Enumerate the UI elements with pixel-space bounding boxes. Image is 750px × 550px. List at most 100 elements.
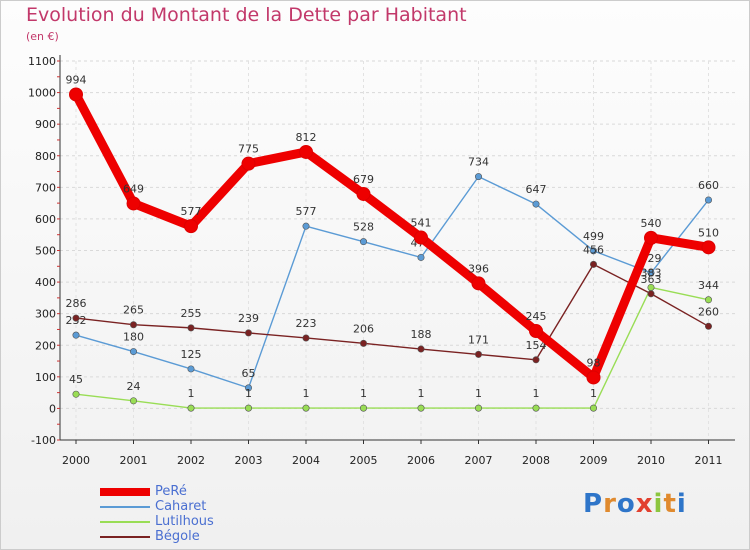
chart-subtitle: (en €) — [26, 30, 59, 43]
data-point-per- — [241, 156, 256, 171]
data-label-lutilhous: 1 — [418, 387, 425, 400]
legend-swatch — [100, 536, 150, 538]
series-line-caharet — [75, 175, 710, 389]
data-point-caharet — [704, 196, 712, 204]
data-label-b-gole: 255 — [181, 307, 202, 320]
data-point-caharet — [302, 222, 310, 230]
data-point-per- — [69, 87, 83, 102]
data-point-b-gole — [532, 356, 540, 364]
data-point-caharet — [474, 173, 482, 181]
x-tick-label: 2002 — [177, 454, 205, 467]
data-label-per-: 541 — [411, 217, 432, 230]
data-label-lutilhous: 383 — [641, 266, 662, 279]
data-point-b-gole — [302, 334, 310, 342]
data-label-b-gole: 171 — [468, 333, 489, 346]
x-tick-label: 2009 — [580, 454, 608, 467]
data-point-per- — [184, 219, 198, 234]
data-point-caharet — [359, 238, 367, 246]
data-point-b-gole — [589, 260, 597, 268]
data-point-caharet — [72, 331, 80, 339]
data-point-b-gole — [245, 329, 253, 337]
data-label-lutilhous: 1 — [303, 387, 310, 400]
y-tick-label: 600 — [35, 213, 56, 226]
data-label-caharet: 647 — [526, 183, 547, 196]
y-tick-label: 700 — [35, 181, 56, 194]
data-label-caharet: 577 — [296, 205, 317, 218]
data-label-per-: 245 — [526, 310, 547, 323]
data-point-per- — [414, 230, 428, 245]
x-tick-label: 2006 — [407, 454, 435, 467]
x-tick-label: 2001 — [120, 454, 148, 467]
data-point-lutilhous — [187, 404, 195, 412]
data-point-b-gole — [187, 324, 195, 332]
logo-letter: i — [676, 489, 687, 519]
y-tick-label: 500 — [35, 245, 56, 258]
data-label-caharet: 125 — [181, 348, 202, 361]
data-label-per-: 812 — [296, 131, 317, 144]
data-point-caharet — [532, 200, 540, 208]
data-label-b-gole: 265 — [123, 304, 144, 317]
data-label-per-: 649 — [123, 182, 144, 195]
logo-letter: o — [616, 489, 636, 519]
data-label-per-: 540 — [641, 217, 662, 230]
data-point-lutilhous — [532, 404, 540, 412]
data-label-b-gole: 363 — [641, 273, 662, 286]
data-label-caharet: 660 — [698, 179, 719, 192]
data-point-lutilhous — [130, 397, 138, 405]
legend-label: Bégole — [155, 529, 200, 544]
data-label-per-: 396 — [468, 262, 489, 275]
data-label-caharet: 734 — [468, 156, 489, 169]
data-label-lutilhous: 1 — [188, 387, 195, 400]
data-label-b-gole: 223 — [296, 317, 317, 330]
data-label-lutilhous: 344 — [698, 279, 719, 292]
data-label-per-: 679 — [353, 173, 374, 186]
logo-letter: i — [653, 489, 664, 519]
data-label-b-gole: 188 — [411, 328, 432, 341]
data-point-per- — [586, 370, 601, 385]
data-label-lutilhous: 1 — [590, 387, 597, 400]
data-point-per- — [701, 240, 716, 255]
y-tick-label: -100 — [31, 434, 56, 447]
logo-letter: r — [603, 489, 617, 519]
data-point-caharet — [245, 384, 253, 392]
data-point-caharet — [187, 365, 195, 373]
y-tick-label: 800 — [35, 150, 56, 163]
data-label-per-: 510 — [698, 226, 719, 239]
y-tick-label: 1000 — [28, 87, 56, 100]
y-tick-label: 100 — [35, 371, 56, 384]
data-point-per- — [529, 324, 543, 339]
data-point-lutilhous — [704, 296, 712, 304]
data-point-b-gole — [647, 290, 655, 298]
data-point-b-gole — [474, 350, 482, 358]
data-point-b-gole — [130, 321, 138, 329]
data-label-b-gole: 206 — [353, 322, 374, 335]
series-line-per- — [71, 89, 713, 382]
data-point-b-gole — [72, 314, 80, 322]
y-tick-label: 900 — [35, 118, 56, 131]
data-point-b-gole — [359, 339, 367, 347]
data-label-b-gole: 260 — [698, 305, 719, 318]
x-tick-label: 2007 — [465, 454, 493, 467]
x-tick-label: 2000 — [62, 454, 90, 467]
y-tick-label: 200 — [35, 339, 56, 352]
data-point-b-gole — [417, 345, 425, 353]
data-point-caharet — [647, 269, 655, 277]
data-point-per- — [299, 144, 313, 159]
proxiti-logo: Proxiti — [583, 489, 687, 519]
data-label-lutilhous: 24 — [127, 380, 141, 393]
data-label-lutilhous: 1 — [475, 387, 482, 400]
data-point-per- — [471, 276, 486, 291]
logo-letter: P — [583, 489, 604, 519]
data-point-caharet — [417, 253, 425, 261]
data-label-b-gole: 154 — [526, 339, 547, 352]
x-tick-label: 2004 — [292, 454, 320, 467]
data-label-caharet: 65 — [242, 367, 256, 380]
data-label-lutilhous: 1 — [360, 387, 367, 400]
data-point-caharet — [589, 247, 597, 255]
legend-swatch — [100, 521, 150, 523]
data-label-per-: 994 — [66, 73, 87, 86]
data-label-caharet: 499 — [583, 230, 604, 243]
legend-label: Caharet — [155, 499, 207, 514]
data-point-per- — [644, 230, 658, 245]
